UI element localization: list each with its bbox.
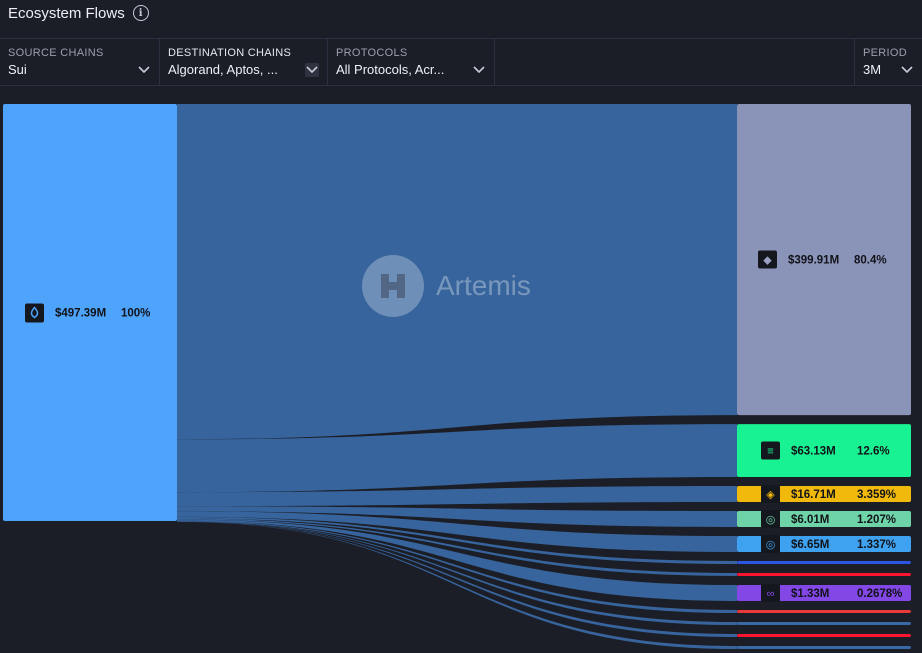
chain-icon: [761, 510, 780, 528]
watermark-text: Artemis: [436, 270, 531, 301]
artemis-watermark: Artemis: [362, 255, 531, 317]
sankey-chart: $497.39M 100% ◆ $399.91M 80.4% ≡ $63.13M 12.6% ◈…: [3, 104, 911, 649]
bnb-icon-glyph: ◈: [766, 489, 775, 501]
target-node: [737, 424, 911, 477]
target-node: [737, 561, 911, 564]
target-pct-label: 80.4%: [854, 255, 887, 267]
target-node: [737, 634, 911, 637]
source-value-label: $497.39M: [55, 308, 106, 320]
sankey-link: [177, 424, 737, 493]
polygon-icon: [761, 584, 780, 602]
chain-icon-glyph: ◎: [766, 514, 776, 526]
title-row: Ecosystem Flows i: [8, 0, 149, 26]
target-pct-label: 1.207%: [857, 514, 896, 526]
protocols-filter[interactable]: PROTOCOLS All Protocols, Acr...: [328, 39, 495, 85]
target-value-label: $16.71M: [791, 489, 836, 501]
chain-icon-glyph: ◎: [766, 539, 776, 551]
period-value: 3M: [863, 62, 882, 77]
sankey-link: [177, 521, 737, 649]
sankey-link: [177, 511, 737, 552]
chevron-down-icon[interactable]: [305, 62, 319, 77]
solana-icon-glyph: ≡: [767, 446, 773, 458]
period-filter[interactable]: PERIOD 3M: [854, 39, 922, 85]
polygon-icon-glyph: ∞: [767, 588, 775, 600]
chain-icon: [761, 535, 780, 553]
filter-bar: SOURCE CHAINS Sui DESTINATION CHAINS Alg…: [0, 38, 922, 86]
target-node: [737, 573, 911, 576]
sui-icon: [25, 303, 44, 323]
chevron-down-icon[interactable]: [137, 63, 151, 77]
sui-drop-icon: [30, 306, 39, 319]
destination-chains-filter[interactable]: DESTINATION CHAINS Algorand, Aptos, ...: [160, 39, 328, 85]
source-pct-label: 100%: [121, 308, 150, 320]
target-node: [737, 486, 911, 502]
destination-chains-value: Algorand, Aptos, ...: [168, 62, 278, 77]
period-label: PERIOD: [863, 47, 907, 59]
target-pct-label: 0.2678%: [857, 588, 902, 600]
sankey-link: [177, 519, 737, 601]
sankey-link: [177, 518, 737, 576]
sankey-link: [177, 521, 737, 637]
sankey-link: [177, 520, 737, 613]
sankey-link: [177, 516, 737, 564]
target-value-label: $6.65M: [791, 539, 829, 551]
sankey-link: [177, 506, 737, 527]
page-title: Ecosystem Flows: [8, 4, 125, 22]
target-pct-label: 3.359%: [857, 489, 896, 501]
source-chains-label: SOURCE CHAINS: [8, 47, 104, 59]
source-chains-value: Sui: [8, 62, 27, 77]
protocols-label: PROTOCOLS: [336, 47, 408, 59]
sankey-link: [177, 104, 737, 440]
sankey-link: [177, 521, 737, 625]
source-node: [3, 104, 177, 521]
target-node: [737, 622, 911, 625]
target-pct-label: 1.337%: [857, 539, 896, 551]
solana-icon: [761, 441, 780, 460]
chevron-down-icon[interactable]: [900, 63, 914, 77]
info-icon[interactable]: i: [132, 5, 149, 21]
target-node: [737, 511, 911, 527]
target-value-label: $6.01M: [791, 514, 829, 526]
destination-chains-label: DESTINATION CHAINS: [168, 47, 292, 59]
chevron-down-icon[interactable]: [472, 63, 486, 77]
target-node: [737, 585, 911, 601]
artemis-logo-icon: [362, 255, 424, 317]
protocols-value: All Protocols, Acr...: [336, 62, 445, 77]
source-chains-filter[interactable]: SOURCE CHAINS Sui: [0, 39, 160, 85]
target-node: [737, 104, 911, 416]
ethereum-icon: [758, 250, 777, 269]
ethereum-icon-glyph: ◆: [763, 255, 772, 267]
target-node: [737, 610, 911, 613]
target-value-label: $63.13M: [791, 446, 836, 458]
sankey-link: [177, 486, 737, 507]
target-pct-label: 12.6%: [857, 446, 890, 458]
target-value-label: $399.91M: [788, 255, 839, 267]
artemis-logo-mark: [381, 274, 405, 298]
target-value-label: $1.33M: [791, 588, 829, 600]
target-node: [737, 646, 911, 649]
bnb-icon: [761, 485, 780, 503]
sankey-links: [177, 104, 737, 649]
target-node: [737, 536, 911, 552]
